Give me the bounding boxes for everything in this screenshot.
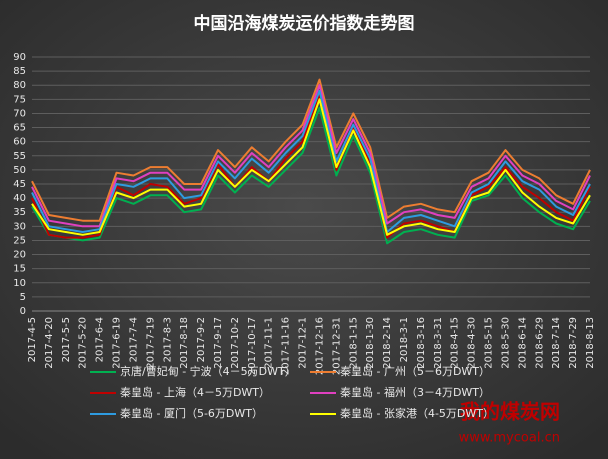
legend-label: 秦皇岛 - 上海（4－5万DWT）	[120, 385, 270, 399]
x-tick-label: 2017-10-17	[247, 317, 258, 375]
y-tick-label: 65	[13, 123, 26, 134]
y-tick-label: 5	[20, 292, 26, 303]
y-tick-label: 20	[13, 250, 26, 261]
x-tick-label: 2018-7-29	[568, 317, 579, 369]
x-tick-label: 2018-5-30	[500, 317, 511, 369]
y-tick-label: 40	[13, 193, 26, 204]
x-tick-label: 2017-9-17	[213, 317, 224, 369]
x-tick-label: 2018-4-15	[450, 317, 461, 369]
legend-label: 秦皇岛 - 福州（3－4万DWT）	[340, 385, 490, 399]
x-tick-label: 2017-9-2	[196, 317, 207, 362]
y-tick-label: 60	[13, 137, 26, 148]
x-tick-label: 2018-5-15	[484, 317, 495, 369]
watermark-url: www.mycoal.cn	[459, 431, 560, 446]
series-line	[31, 106, 591, 245]
y-tick-label: 75	[13, 94, 26, 105]
x-tick-label: 2017-10-2	[230, 317, 241, 369]
y-tick-label: 85	[13, 66, 26, 77]
y-tick-label: 15	[13, 264, 26, 275]
y-tick-label: 30	[13, 221, 26, 232]
x-tick-label: 2018-4-30	[467, 317, 478, 369]
x-tick-label: 2018-3-1	[399, 317, 410, 362]
legend-label: 秦皇岛 - 厦门（5-6万DWT）	[120, 406, 263, 420]
x-tick-label: 2017-8-3	[162, 317, 173, 362]
x-tick-label: 2017-6-19	[112, 317, 123, 369]
x-tick-label: 2018-6-29	[534, 317, 545, 369]
x-tick-label: 2018-3-31	[433, 317, 444, 369]
x-tick-label: 2017-5-5	[61, 317, 72, 362]
x-tick-label: 2018-1-15	[348, 317, 359, 369]
chart-title: 中国沿海煤炭运价指数走势图	[194, 13, 415, 34]
series-line	[31, 98, 591, 236]
x-tick-label: 2017-12-31	[331, 317, 342, 375]
y-tick-label: 50	[13, 165, 26, 176]
x-tick-label: 2017-5-20	[78, 317, 89, 369]
x-tick-label: 2017-12-1	[298, 317, 309, 369]
watermark: 我的煤炭网	[460, 400, 560, 424]
x-tick-label: 2017-4-20	[44, 317, 55, 369]
x-tick-label: 2017-12-16	[314, 317, 325, 375]
y-tick-label: 10	[13, 278, 26, 289]
x-tick-label: 2017-11-1	[264, 317, 275, 369]
x-tick-label: 2018-7-14	[551, 317, 562, 369]
y-tick-label: 90	[13, 52, 26, 63]
x-tick-label: 2017-8-18	[179, 317, 190, 369]
x-tick-label: 2017-4-5	[27, 317, 38, 362]
x-tick-label: 2018-8-13	[585, 317, 596, 369]
legend-label: 京唐/曹妃甸 - 宁波（4－5万DWT）	[120, 364, 296, 378]
y-tick-label: 70	[13, 108, 26, 119]
x-tick-label: 2018-2-14	[382, 317, 393, 369]
legend-label: 秦皇岛 - 张家港（4-5万DWT）	[340, 406, 494, 420]
y-tick-label: 25	[13, 235, 26, 246]
series-line	[31, 89, 591, 233]
y-tick-label: 0	[20, 306, 26, 317]
series-line	[31, 84, 591, 228]
x-tick-label: 2018-6-14	[517, 317, 528, 369]
series-line	[31, 92, 591, 239]
legend-label: 秦皇岛 - 广州（5－6万DWT）	[340, 364, 490, 378]
x-tick-label: 2018-1-30	[365, 317, 376, 369]
x-tick-label: 2017-6-4	[95, 317, 106, 362]
x-tick-label: 2017-7-4	[128, 317, 139, 362]
y-tick-label: 45	[13, 179, 26, 190]
y-tick-label: 35	[13, 207, 26, 218]
series-line	[31, 78, 591, 222]
x-tick-label: 2017-11-16	[281, 317, 292, 375]
y-tick-label: 55	[13, 151, 26, 162]
x-tick-label: 2017-7-19	[145, 317, 156, 369]
y-tick-label: 80	[13, 80, 26, 91]
x-tick-label: 2018-3-16	[416, 317, 427, 369]
